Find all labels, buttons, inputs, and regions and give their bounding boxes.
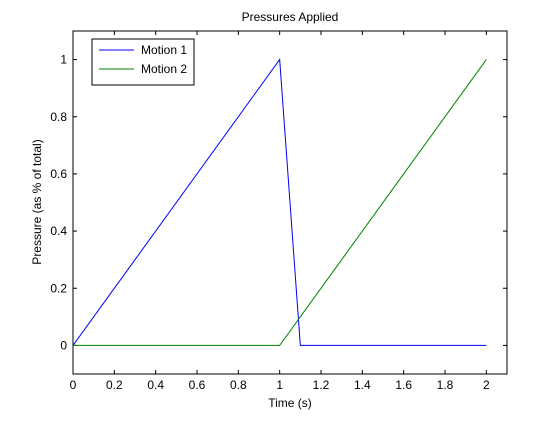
x-tick-label: 1.2 [313, 378, 330, 392]
series-line-2 [73, 59, 487, 346]
legend-entry-label: Motion 2 [141, 62, 187, 76]
x-axis-label: Time (s) [268, 396, 312, 410]
y-tick-label: 0.6 [50, 167, 67, 181]
x-tick-label: 0.8 [230, 378, 247, 392]
y-tick-label: 0.8 [50, 110, 67, 124]
chart-title: Pressures Applied [242, 10, 339, 24]
legend-entry-label: Motion 1 [141, 43, 187, 57]
x-tick-label: 0.4 [147, 378, 164, 392]
y-tick-label: 1 [60, 53, 67, 67]
legend-box [91, 38, 195, 86]
x-tick-label: 1.4 [354, 378, 371, 392]
tick-labels: 0 0.2 0.4 0.6 0.8 1 1.2 1.4 1.6 1.8 2 0 0.2 0.4 0.6 0.8… [50, 53, 490, 392]
x-tick-label: 1.6 [395, 378, 412, 392]
series-line-1 [72, 58, 487, 346]
x-tick-label: 1 [276, 378, 283, 392]
y-axis-label: Pressure (as % of total) [30, 139, 44, 264]
y-tick-label: 0 [60, 338, 67, 352]
legend: Motion 1 Motion 2 [91, 38, 195, 86]
x-tick-label: 2 [483, 378, 490, 392]
x-tick-label: 1.8 [437, 378, 454, 392]
x-tick-label: 0.2 [106, 378, 123, 392]
x-tick-label: 0 [70, 378, 77, 392]
x-tick-label: 0.6 [189, 378, 206, 392]
series-lines [72, 58, 487, 346]
y-tick-label: 0.2 [50, 281, 67, 295]
y-tick-label: 0.4 [50, 224, 67, 238]
